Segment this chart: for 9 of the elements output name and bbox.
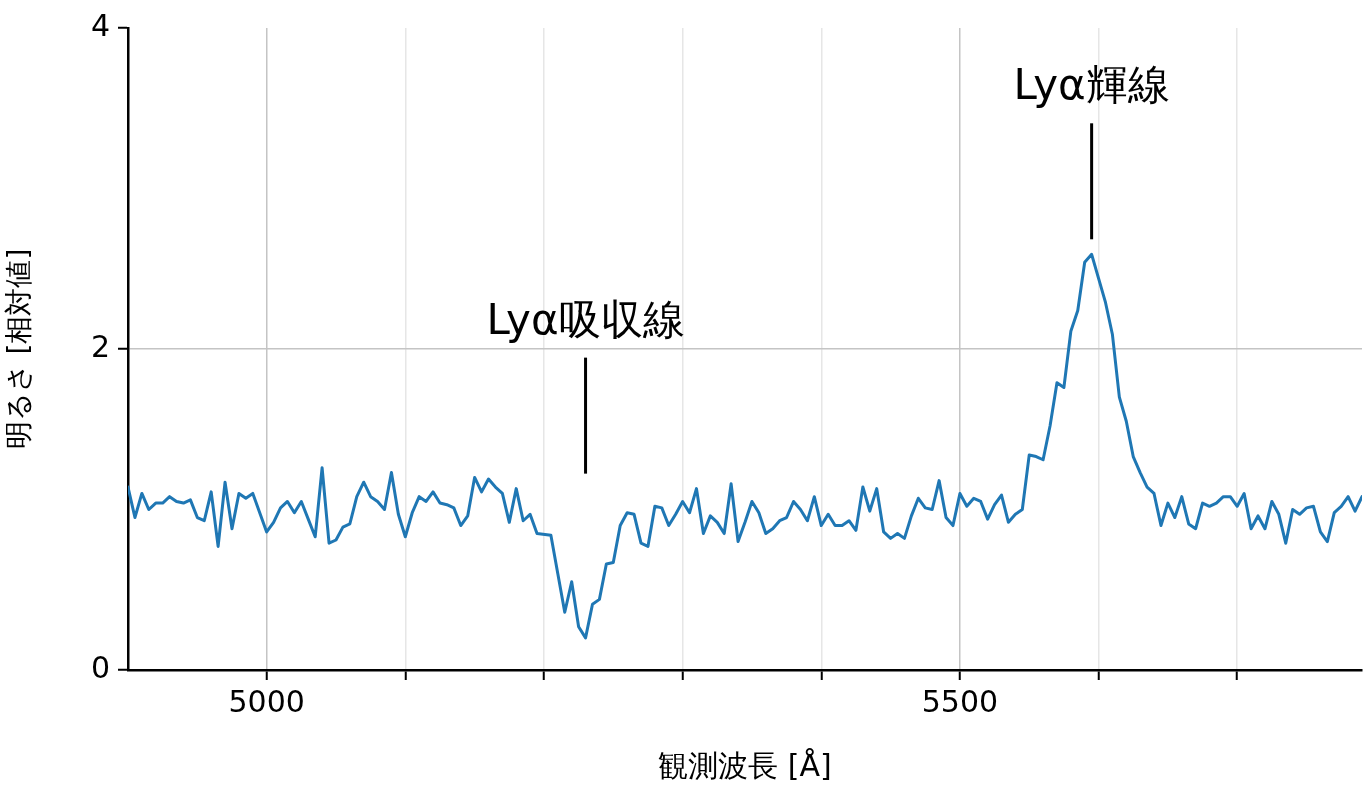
x-tick-label: 5000 <box>228 683 305 719</box>
y-tick-label: 0 <box>90 649 110 685</box>
y-axis-title: 明るさ [相対値] <box>2 248 36 450</box>
annotation: Lyα吸収線 <box>486 294 685 344</box>
x-tick-label: 5500 <box>921 683 999 719</box>
y-tick-label: 2 <box>90 328 110 364</box>
x-axis-title: 観測波長 [Å] <box>658 747 832 783</box>
y-tick-label: 4 <box>90 7 110 43</box>
annotation: Lyα輝線 <box>1013 60 1170 110</box>
